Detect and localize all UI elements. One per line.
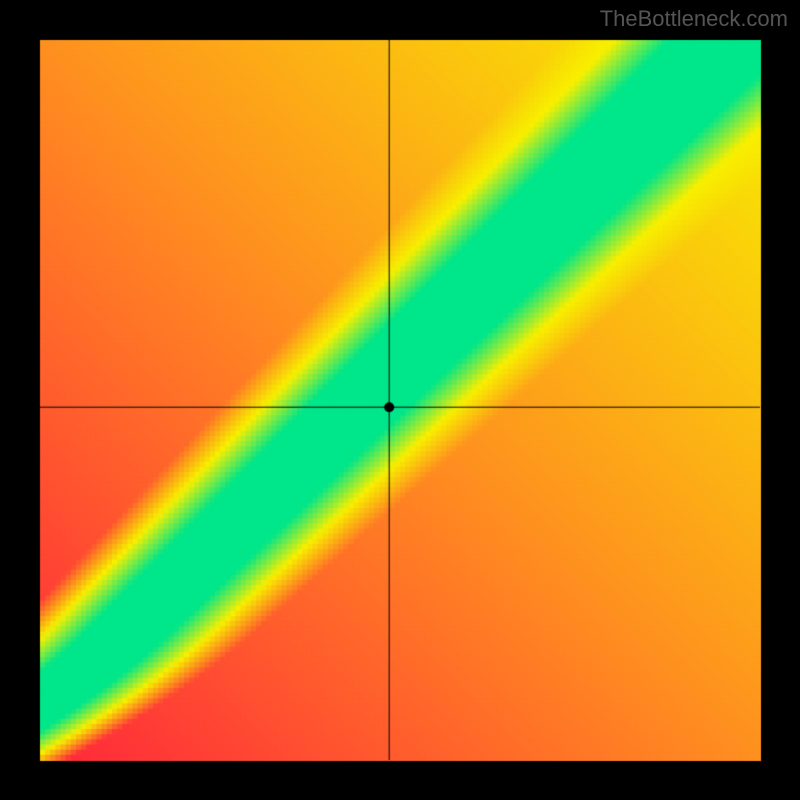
bottleneck-heatmap <box>0 0 800 800</box>
watermark-text: TheBottleneck.com <box>600 6 788 32</box>
